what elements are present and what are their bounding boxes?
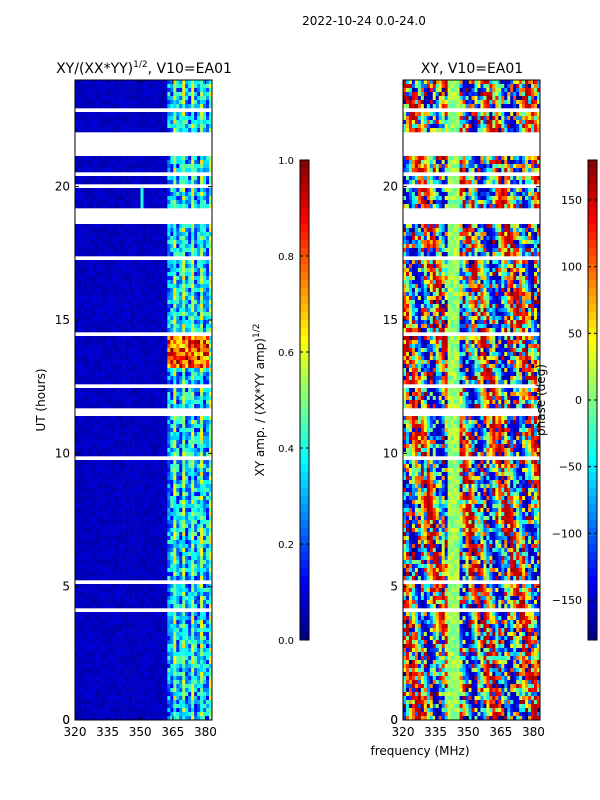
- plot-frame-2: [402, 79, 541, 721]
- colorbar-tick-label: 0.4: [278, 444, 294, 455]
- x-axis-label: frequency (MHz): [370, 744, 469, 758]
- colorbar-tick-label: 0.8: [278, 252, 294, 263]
- y-tick-label: 15: [55, 313, 70, 327]
- chart-title-left: XY/(XX*YY)1/2, V10=EA01: [56, 60, 232, 77]
- colorbar-tick-label: 150: [561, 194, 582, 207]
- x-tick-label: 350: [457, 725, 480, 739]
- x-tick-label: 380: [522, 725, 545, 739]
- x-tick-label: 365: [489, 725, 512, 739]
- plot-frame-1: [74, 79, 213, 721]
- y-tick-label: 5: [62, 580, 70, 594]
- x-tick-label: 365: [161, 725, 184, 739]
- figure-suptitle: 2022-10-24 0.0-24.0: [302, 14, 426, 28]
- colorbar-tick-label: 0.6: [278, 348, 294, 359]
- chart-title-right: XY, V10=EA01: [421, 61, 523, 77]
- y-axis-label: UT (hours): [34, 368, 48, 431]
- colorbar-label-left: XY amp. / (XX*YY amp)1/2: [252, 324, 267, 477]
- colorbar-tick-label: 0.0: [278, 636, 294, 647]
- colorbar-tick-label: 1.0: [278, 156, 294, 167]
- y-tick-label: 10: [383, 446, 398, 460]
- heatmap-2: [403, 80, 541, 721]
- y-tick-label: 5: [390, 580, 398, 594]
- colorbar-1: [300, 160, 309, 641]
- x-tick-label: 350: [129, 725, 152, 739]
- colorbar-tick-label: −150: [552, 594, 582, 607]
- y-tick-label: 0: [62, 713, 70, 727]
- colorbar-tick-label: −100: [552, 527, 582, 540]
- y-tick-label: 15: [383, 313, 398, 327]
- y-tick-label: 10: [55, 446, 70, 460]
- colorbar-frame: [299, 159, 310, 641]
- colorbar-tick-label: −50: [559, 461, 582, 474]
- x-tick-label: 320: [64, 725, 87, 739]
- colorbar-tick-label: 0: [575, 394, 582, 407]
- heatmap-1: [75, 80, 213, 721]
- y-tick-label: 20: [55, 180, 70, 194]
- x-tick-label: 335: [424, 725, 447, 739]
- colorbar-label-right: phase (deg): [534, 364, 548, 436]
- colorbar-tick-label: 50: [568, 327, 582, 340]
- y-tick-label: 0: [62, 713, 70, 727]
- x-tick-label: 335: [96, 725, 119, 739]
- colorbar-tick-label: 100: [561, 261, 582, 274]
- x-tick-label: 380: [194, 725, 217, 739]
- colorbar-tick-label: 0.2: [278, 540, 294, 551]
- y-tick-label: 0: [390, 713, 398, 727]
- y-tick-label: 20: [383, 180, 398, 194]
- x-tick-label: 320: [392, 725, 415, 739]
- colorbar-2: [588, 160, 597, 641]
- y-tick-label: 0: [390, 713, 398, 727]
